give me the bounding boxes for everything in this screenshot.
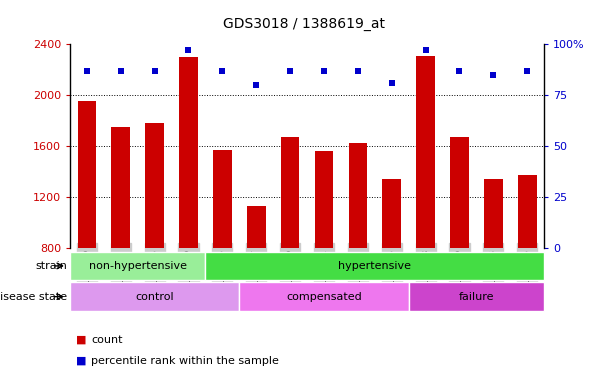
Point	[285, 68, 295, 74]
Point	[319, 68, 329, 74]
Bar	[382, 179, 401, 248]
Bar	[315, 151, 333, 248]
Point	[353, 68, 363, 74]
Point	[116, 68, 126, 74]
Bar	[450, 137, 469, 248]
Text: ■: ■	[76, 356, 86, 366]
Bar	[111, 127, 130, 248]
Bar	[70, 282, 240, 311]
Text: count: count	[91, 335, 123, 345]
Point	[218, 68, 227, 74]
Text: hypertensive: hypertensive	[338, 261, 411, 271]
Text: failure: failure	[458, 291, 494, 302]
Point	[522, 68, 532, 74]
Point	[184, 47, 193, 53]
Text: percentile rank within the sample: percentile rank within the sample	[91, 356, 279, 366]
Point	[150, 68, 159, 74]
Bar	[70, 252, 206, 280]
Point	[82, 68, 92, 74]
Bar	[348, 143, 367, 248]
Bar	[206, 252, 544, 280]
Bar	[409, 282, 544, 311]
Bar	[78, 101, 96, 248]
Bar	[240, 282, 409, 311]
Bar	[247, 206, 266, 248]
Bar	[145, 123, 164, 248]
Text: ■: ■	[76, 335, 86, 345]
Point	[387, 80, 396, 86]
Text: GDS3018 / 1388619_at: GDS3018 / 1388619_at	[223, 17, 385, 31]
Text: disease state: disease state	[0, 291, 67, 302]
Text: compensated: compensated	[286, 291, 362, 302]
Point	[455, 68, 465, 74]
Point	[251, 82, 261, 88]
Bar	[518, 175, 536, 248]
Point	[421, 47, 430, 53]
Bar	[484, 179, 503, 248]
Text: strain: strain	[35, 261, 67, 271]
Bar	[213, 150, 232, 248]
Bar	[281, 137, 299, 248]
Bar	[179, 57, 198, 248]
Bar	[416, 56, 435, 248]
Text: control: control	[136, 291, 174, 302]
Text: non-hypertensive: non-hypertensive	[89, 261, 187, 271]
Point	[488, 71, 498, 78]
